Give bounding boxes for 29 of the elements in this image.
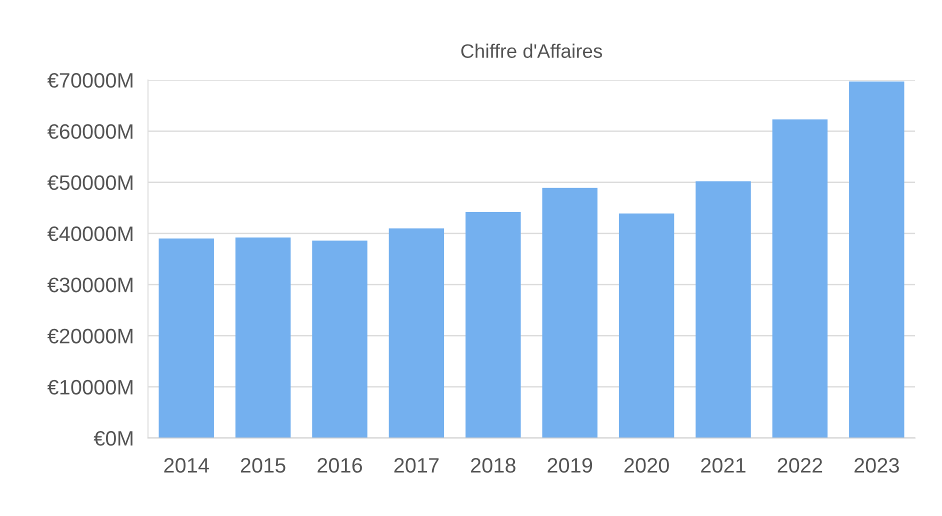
y-tick-label: €70000M (47, 73, 132, 88)
y-tick-label: €10000M (47, 380, 132, 395)
x-tick-label: 2020 (624, 458, 669, 473)
bar (772, 119, 828, 438)
x-tick-label: 2018 (471, 458, 516, 473)
x-tick-label: 2017 (394, 458, 439, 473)
bar (466, 212, 521, 438)
bar (158, 238, 214, 438)
x-tick-label: 2023 (854, 458, 899, 473)
x-tick-label: 2022 (778, 458, 822, 473)
x-tick-label: 2021 (701, 458, 746, 473)
bar (542, 188, 598, 438)
x-tick-label: 2019 (548, 458, 592, 473)
y-tick-label: €20000M (47, 328, 132, 344)
y-tick-label: €60000M (47, 124, 132, 139)
bar (849, 82, 904, 438)
chart-title: Chiffre d'Affaires (461, 44, 602, 58)
bar (696, 181, 751, 438)
bar (312, 240, 368, 438)
y-tick-label: €0M (94, 431, 132, 446)
bar (388, 228, 444, 438)
x-tick-label: 2014 (164, 458, 209, 473)
bar (235, 238, 291, 438)
y-tick-label: €40000M (47, 226, 132, 242)
x-tick-label: 2016 (318, 458, 362, 473)
y-tick-label: €50000M (47, 175, 132, 190)
y-tick-label: €30000M (47, 278, 132, 292)
x-tick-label: 2015 (240, 458, 286, 473)
bar (618, 213, 674, 438)
